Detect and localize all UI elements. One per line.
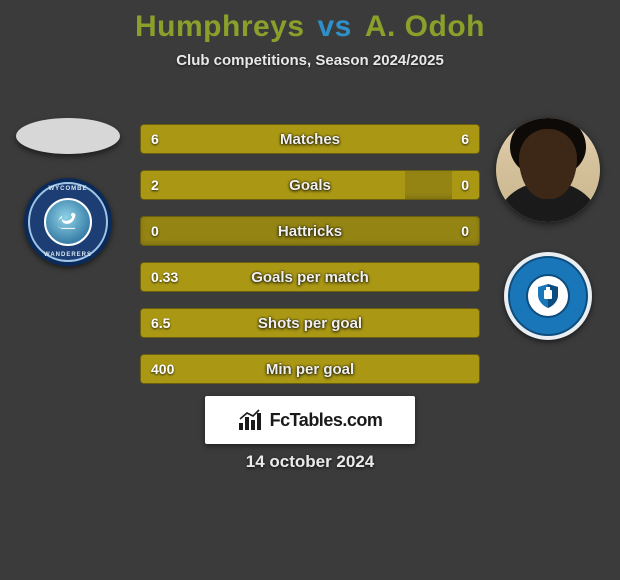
stat-label: Min per goal <box>141 355 479 383</box>
stat-row: 00Hattricks <box>140 216 480 246</box>
right-column <box>488 118 608 340</box>
badge1-text-top: WYCOMBE <box>24 186 112 192</box>
player1-name: Humphreys <box>135 10 305 43</box>
stat-label: Goals per match <box>141 263 479 291</box>
player2-club-badge <box>504 252 592 340</box>
comparison-title: Humphreys vs A. Odoh <box>0 0 620 44</box>
stat-label: Matches <box>141 125 479 153</box>
badge1-text-bottom: WANDERERS <box>24 252 112 258</box>
fctables-label: FcTables.com <box>270 410 383 431</box>
stat-row: 66Matches <box>140 124 480 154</box>
player2-name: A. Odoh <box>365 10 485 43</box>
player1-club-badge: WYCOMBE WANDERERS <box>24 178 112 266</box>
subtitle: Club competitions, Season 2024/2025 <box>0 52 620 69</box>
stat-label: Hattricks <box>141 217 479 245</box>
left-column: WYCOMBE WANDERERS <box>8 118 128 266</box>
shield-icon <box>533 281 563 311</box>
date-label: 14 october 2024 <box>0 452 620 472</box>
player2-photo <box>496 118 600 222</box>
stat-bars: 66Matches 20Goals 00Hattricks 0.33Goals per… <box>140 124 480 400</box>
bars-icon <box>238 409 264 431</box>
swan-icon <box>55 210 81 232</box>
fctables-logo: FcTables.com <box>205 396 415 444</box>
player1-silhouette <box>16 118 120 154</box>
stat-row: 0.33Goals per match <box>140 262 480 292</box>
stat-label: Goals <box>141 171 479 199</box>
vs-label: vs <box>318 10 352 43</box>
stat-label: Shots per goal <box>141 309 479 337</box>
stat-row: 6.5Shots per goal <box>140 308 480 338</box>
stat-row: 20Goals <box>140 170 480 200</box>
stat-row: 400Min per goal <box>140 354 480 384</box>
